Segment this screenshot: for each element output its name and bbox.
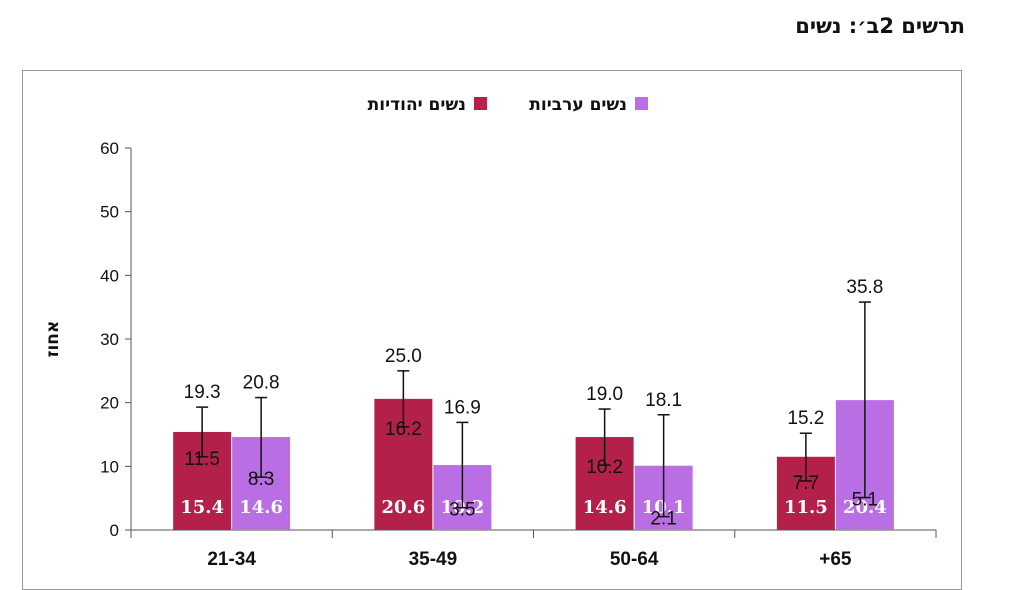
y-tick-label: 30 [100,330,119,349]
y-axis-title: אחוז [43,321,63,358]
ci-upper-label: 20.8 [243,373,280,394]
bar-value-label: 20.4 [843,497,887,518]
ci-lower-label: 5.1 [852,490,878,511]
x-tick-label: 35-49 [409,549,458,570]
bar-value-label: 14.6 [239,497,283,518]
ci-lower-label: 11.5 [184,449,220,470]
legend-swatch [474,97,487,110]
legend-swatch [635,97,648,110]
y-tick-label: 40 [100,266,119,285]
legend-label: נשים ערביות [529,95,627,115]
bar-chart: 0 10 20 30 40 50 60 אחוז 21-34 15.4 19.3 11.5 14.6 20… [43,95,937,570]
chart-title: תרשים 2ב׳: נשים [795,14,965,38]
ci-lower-label: 10.2 [586,457,623,478]
y-tick-label: 10 [100,457,119,476]
ci-upper-label: 15.2 [787,408,824,429]
y-tick-label: 20 [100,394,119,413]
x-tick-label: 21-34 [207,549,256,570]
ci-upper-label: 25.0 [385,346,422,367]
ci-upper-label: 16.9 [444,397,481,418]
bar-value-label: 14.6 [583,497,627,518]
legend-label: נשים יהודיות [368,95,466,115]
bar-value-label: 20.6 [381,497,425,518]
ci-upper-label: 19.0 [586,384,623,405]
bar-value-label: 15.4 [180,497,224,518]
ci-upper-label: 19.3 [184,382,221,403]
ci-upper-label: 35.8 [846,277,883,298]
bar-value-label: 11.5 [784,497,828,518]
ci-lower-label: 7.7 [793,473,819,494]
ci-lower-label: 3.5 [449,500,475,521]
ci-lower-label: 2.1 [650,509,676,530]
ci-upper-label: 18.1 [645,390,682,411]
ci-lower-label: 16.2 [385,419,422,440]
y-tick-label: 60 [100,139,119,158]
y-tick-label: 50 [100,203,119,222]
ci-lower-label: 8.3 [248,469,274,490]
x-tick-label: +65 [819,549,852,570]
x-tick-label: 50-64 [610,549,659,570]
y-tick-label: 0 [110,521,119,540]
